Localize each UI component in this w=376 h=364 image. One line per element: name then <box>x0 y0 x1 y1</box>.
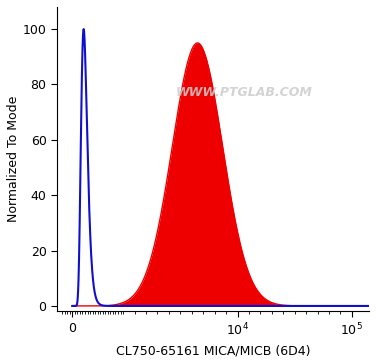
Text: WWW.PTGLAB.COM: WWW.PTGLAB.COM <box>176 86 313 99</box>
X-axis label: CL750-65161 MICA/MICB (6D4): CL750-65161 MICA/MICB (6D4) <box>116 344 310 357</box>
Y-axis label: Normalized To Mode: Normalized To Mode <box>7 96 20 222</box>
